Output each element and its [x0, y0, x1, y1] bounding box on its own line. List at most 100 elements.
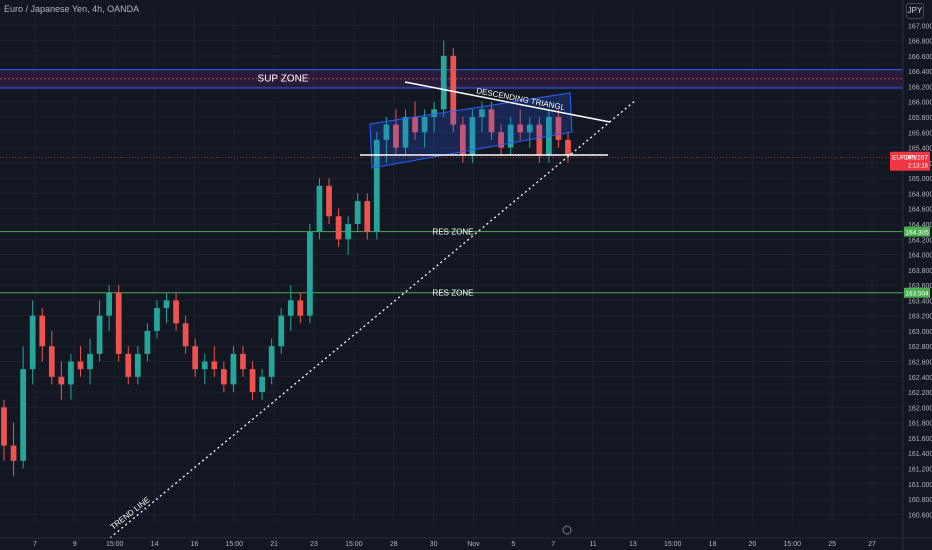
y-tick-label: 165.000 [908, 176, 932, 183]
y-tick-label: 165.800 [908, 115, 932, 122]
y-tick-label: 164.200 [908, 237, 932, 244]
candle-body [488, 109, 495, 133]
candle-body [450, 55, 457, 125]
candle-body [173, 300, 179, 324]
candle-body [316, 185, 323, 232]
x-tick-label: 13 [629, 541, 637, 548]
x-tick-label: 23 [310, 541, 318, 548]
candle-body [354, 201, 361, 224]
currency-badge[interactable]: JPY [906, 3, 924, 19]
triangle-channel [369, 92, 573, 169]
candle-body [345, 223, 352, 240]
candle-body [115, 292, 122, 354]
y-tick-label: 163.600 [908, 283, 932, 290]
y-tick-label: 162.800 [908, 344, 932, 351]
candle-body [479, 109, 485, 117]
candle-body [402, 116, 409, 148]
candle-body [536, 124, 543, 156]
candle-body [555, 116, 562, 140]
y-tick-label: 165.600 [908, 130, 932, 137]
y-tick-label: 160.600 [908, 512, 932, 519]
y-tick-label: 164.000 [908, 253, 932, 260]
candle-body [507, 124, 514, 148]
sup-zone-label: SUP ZONE [258, 74, 309, 85]
y-tick-label: 166.400 [908, 69, 932, 76]
candle-body [326, 185, 332, 217]
y-tick-label: 161.800 [908, 421, 932, 428]
y-tick-label: 163.200 [908, 314, 932, 321]
candle-body [287, 300, 294, 316]
candle-body [87, 353, 93, 370]
candle-body [77, 361, 84, 370]
candle-body [182, 323, 189, 347]
candle-body [154, 308, 160, 331]
candle-body [1, 407, 7, 446]
x-tick-label: 15:00 [106, 541, 124, 548]
y-tick-label: 164.600 [908, 207, 932, 214]
y-tick-label: 165.400 [908, 146, 932, 153]
x-tick-label: 15:00 [345, 541, 363, 548]
candle-body [192, 346, 199, 370]
last-price-symbol: EURJPY [892, 155, 918, 162]
candle-body [364, 201, 371, 232]
x-tick-label: 15:00 [664, 541, 682, 548]
x-tick-label: Nov [467, 541, 480, 548]
price-axis[interactable]: 160.600 160.800 161.000 161.200 161.400 161.6… [902, 0, 932, 550]
x-tick-label: 5 [511, 541, 515, 548]
y-tick-label: 160.800 [908, 497, 932, 504]
candle-body [297, 300, 304, 316]
y-tick-label: 162.600 [908, 360, 932, 367]
candle-body [278, 315, 285, 347]
grid-lines [0, 10, 903, 522]
candle-body [211, 361, 218, 370]
y-tick-label: 162.200 [908, 390, 932, 397]
x-tick-label: 15:00 [784, 541, 802, 548]
candle-body [48, 346, 55, 377]
candle-body [220, 369, 227, 385]
candle-body [459, 124, 466, 156]
x-tick-label: 7 [551, 541, 555, 548]
candle-body [421, 116, 428, 133]
y-tick-label: 163.000 [908, 329, 932, 336]
candle-body [373, 139, 380, 232]
x-tick-label: 28 [390, 541, 398, 548]
y-tick-label: 166.000 [908, 100, 932, 107]
triangle-top-line [404, 81, 611, 123]
candle-body [39, 315, 46, 347]
candle-body [268, 346, 275, 377]
candle-body [240, 353, 246, 370]
y-tick-label: 167.000 [908, 23, 932, 30]
candle-body [230, 353, 237, 385]
x-tick-label: 30 [430, 541, 438, 548]
last-price-value: 165.267 [905, 155, 929, 162]
y-tick-label: 166.800 [908, 39, 932, 46]
candle-body [201, 361, 208, 370]
y-tick-label: 163.400 [908, 298, 932, 305]
candle-body [10, 445, 17, 461]
y-tick-label: 162.000 [908, 405, 932, 412]
candle-body [526, 124, 533, 133]
res-zone-price-text: 163.504 [905, 291, 929, 298]
candle-body [469, 116, 476, 156]
x-tick-label: 11 [589, 541, 596, 548]
trend-line [109, 99, 637, 539]
x-tick-label: 21 [270, 541, 278, 548]
candle-body [58, 376, 65, 385]
x-tick-label: 7 [33, 541, 37, 548]
candle-body [440, 55, 447, 110]
candle-body [412, 116, 418, 133]
candle-body [96, 315, 103, 354]
y-tick-label: 163.800 [908, 268, 932, 275]
res-zone-label: RES ZONE [433, 289, 474, 298]
res-zone-price-text: 164.305 [905, 230, 929, 237]
candle-body [307, 231, 313, 316]
candle-body [106, 292, 113, 316]
time-axis[interactable]: 7 9 15:00 14 16 15:00 21 23 15:00 28 30 Nov 5 7 11 13 15… [0, 525, 932, 548]
y-tick-label: 164.400 [908, 222, 932, 229]
candle-body [335, 216, 342, 240]
y-tick-label: 164.800 [908, 191, 932, 198]
last-price-countdown: 2:13:16 [908, 164, 929, 170]
x-tick-label: 27 [868, 541, 876, 548]
